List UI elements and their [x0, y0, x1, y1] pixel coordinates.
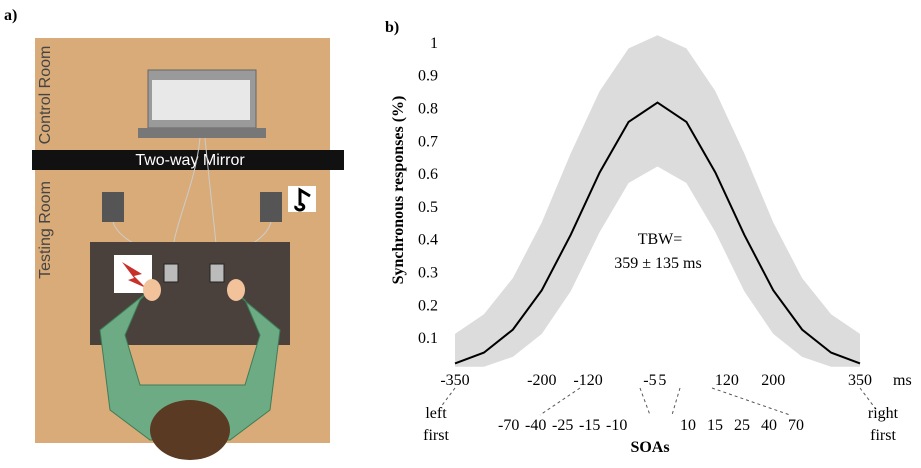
y-tick-label: 0.5: [418, 199, 438, 216]
annotation: 359 ± 135 ms: [614, 255, 701, 272]
room-label: Control Room: [37, 46, 54, 145]
speaker: [102, 192, 124, 222]
mirror-label: Two-way Mirror: [135, 152, 245, 169]
soa-label: -70: [498, 417, 519, 434]
soa-label: 25: [734, 417, 750, 434]
keyboard: [152, 80, 250, 120]
x-tick-label: -120: [573, 372, 602, 389]
y-tick-label: 0.3: [418, 265, 438, 282]
x-unit: ms: [893, 372, 912, 389]
y-tick-label: 0.4: [418, 232, 438, 249]
soa-label: -25: [552, 417, 573, 434]
head: [150, 400, 230, 460]
y-tick-label: 0.2: [418, 297, 438, 314]
x-tick-label: 120: [715, 372, 739, 389]
soa-label: 40: [761, 417, 777, 434]
soa-guide: [440, 388, 875, 415]
x-tick-label: 200: [761, 372, 785, 389]
speaker: [260, 192, 282, 222]
y-tick-label: 0.9: [418, 68, 438, 85]
soa-label: 10: [680, 417, 696, 434]
soa-label: -10: [606, 417, 627, 434]
y-tick-label: 1: [430, 35, 438, 52]
soa-label: 15: [707, 417, 723, 434]
room-label: Testing Room: [37, 181, 54, 279]
laptop-base: [138, 128, 266, 138]
figure: a) b) Two-way Mirror Control Room Testin…: [0, 0, 921, 468]
x-tick-label: -350: [440, 372, 469, 389]
button: [210, 264, 224, 282]
annotation: TBW=: [638, 231, 683, 248]
x-tick-label: -5: [643, 372, 656, 389]
illustration: Two-way Mirror Control Room Testing Room: [32, 38, 344, 460]
x-tick-label: 350: [848, 372, 872, 389]
y-tick-label: 0.6: [418, 166, 438, 183]
x-tick-label: -200: [527, 372, 556, 389]
y-tick-label: 0.1: [418, 330, 438, 347]
confidence-band: [455, 35, 860, 366]
panel-label: a): [4, 7, 17, 24]
hand: [143, 279, 161, 301]
panel-label: b): [385, 19, 399, 36]
hand: [227, 279, 245, 301]
soa-axis-label: SOAs: [630, 439, 669, 456]
y-axis-label: Synchronous responses (%): [390, 96, 407, 285]
soa-label: -40: [525, 417, 546, 434]
button: [164, 264, 178, 282]
soa-label: -15: [579, 417, 600, 434]
y-tick-label: 0.7: [418, 133, 438, 150]
x-tick-label: 5: [658, 372, 666, 389]
soa-label: 70: [788, 417, 804, 434]
y-tick-label: 0.8: [418, 100, 438, 117]
